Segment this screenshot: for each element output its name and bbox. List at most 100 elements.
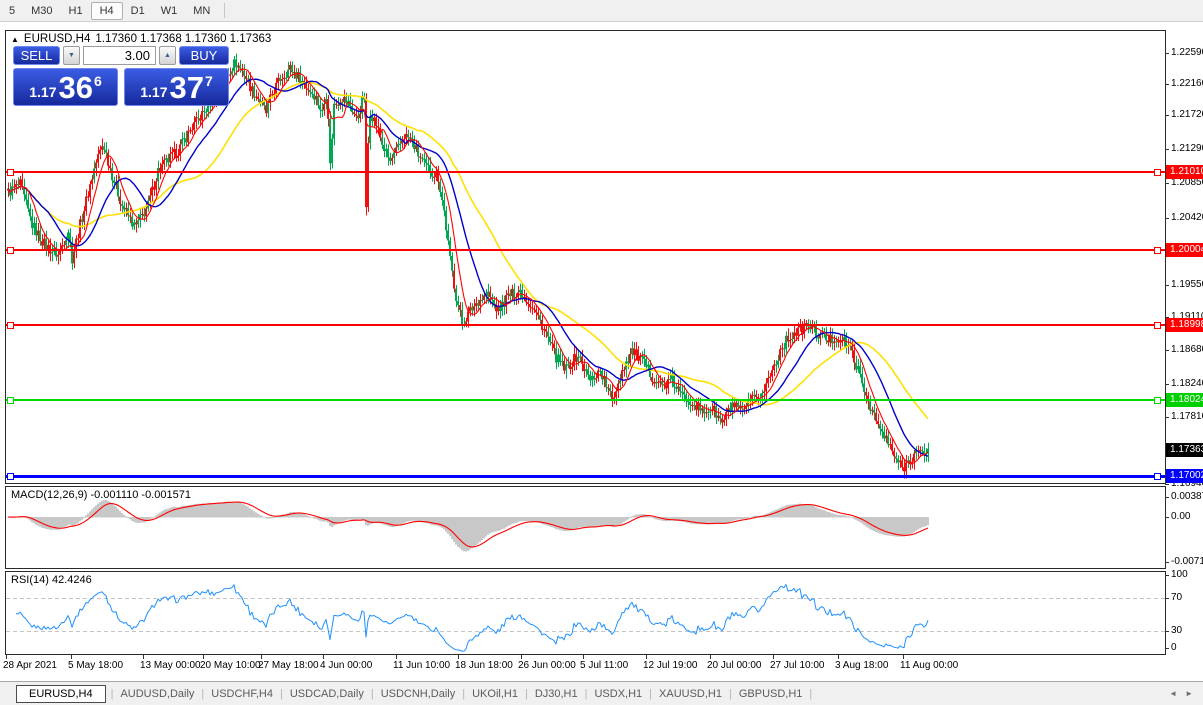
time-axis-label: 27 Jul 10:00	[770, 660, 825, 671]
buy-button[interactable]: BUY	[179, 46, 229, 65]
chart-tab-usdcnh-daily[interactable]: USDCNH,Daily	[380, 687, 456, 700]
chart-tab-usdcad-daily[interactable]: USDCAD,Daily	[289, 687, 364, 700]
buy-price-prefix: 1.17	[140, 84, 168, 100]
main-chart-panel: ▲ EURUSD,H4 1.17360 1.17368 1.17360 1.17…	[5, 30, 1166, 484]
scroll-left-icon[interactable]: ◄	[1169, 689, 1178, 698]
time-axis-tick	[710, 655, 711, 659]
axis-tick	[1165, 317, 1169, 318]
rsi-indicator-panel: RSI(14) 42.4246	[5, 571, 1166, 655]
price-level-badge: 1.18998	[1166, 318, 1203, 332]
chart-tab-usdchf-h4[interactable]: USDCHF,H4	[211, 687, 273, 700]
volume-decrease-button[interactable]: ▼	[63, 46, 80, 65]
volume-increase-button[interactable]: ▲	[159, 46, 176, 65]
chart-tab-gbpusd-h1[interactable]: GBPUSD,H1	[738, 687, 803, 700]
axis-tick	[1165, 218, 1169, 219]
price-level-badge: 1.17002	[1166, 469, 1203, 483]
buy-price-main: 37	[169, 70, 204, 106]
line-handle[interactable]	[7, 397, 14, 404]
horizontal-level-line[interactable]	[6, 324, 1165, 326]
sell-price-button[interactable]: 1.17 36 6	[13, 68, 118, 106]
collapse-arrow-icon[interactable]: ▲	[11, 35, 19, 44]
sell-price-prefix: 1.17	[29, 84, 57, 100]
chart-tab-dj30-h1[interactable]: DJ30,H1	[534, 687, 578, 700]
macd-canvas[interactable]	[6, 487, 1165, 568]
price-level-badge: 1.18024	[1166, 393, 1203, 407]
main-chart-canvas[interactable]	[6, 31, 1165, 483]
time-axis-label: 4 Jun 00:00	[320, 660, 373, 671]
price-axis-label: 1.20850	[1171, 177, 1203, 188]
axis-tick	[1165, 183, 1169, 184]
time-axis-label: 27 May 18:00	[258, 660, 319, 671]
horizontal-level-line[interactable]	[6, 249, 1165, 251]
horizontal-level-line[interactable]	[6, 475, 1165, 478]
price-axis-label: 0.00387	[1171, 491, 1203, 502]
time-axis-tick	[203, 655, 204, 659]
chart-tab-xauusd-h1[interactable]: XAUUSD,H1	[659, 687, 722, 700]
price-axis-label: 1.19550	[1171, 279, 1203, 290]
axis-tick	[1165, 53, 1169, 54]
line-handle[interactable]	[1154, 473, 1161, 480]
tab-separator: |	[584, 687, 588, 700]
axis-tick	[1165, 562, 1169, 563]
rsi-canvas[interactable]	[6, 572, 1165, 654]
axis-tick	[1165, 517, 1169, 518]
timeframe-toolbar: 5 M30 H1 H4 D1 W1 MN	[0, 0, 1203, 22]
sell-price-main: 36	[58, 70, 93, 106]
time-axis-label: 11 Jun 10:00	[393, 660, 451, 671]
horizontal-level-line[interactable]	[6, 171, 1165, 173]
time-axis-label: 18 Jun 18:00	[455, 660, 513, 671]
scroll-right-icon[interactable]: ►	[1185, 689, 1193, 698]
line-handle[interactable]	[1154, 322, 1161, 329]
tab-separator: |	[110, 687, 114, 700]
price-axis: 1.22590 1.22160 1.21720 1.21290 1.20850 1.204…	[1165, 0, 1203, 680]
line-handle[interactable]	[1154, 169, 1161, 176]
timeframe-button-d1[interactable]: D1	[130, 4, 145, 17]
time-axis-tick	[6, 655, 7, 659]
chart-tab-eurusd-h4[interactable]: EURUSD,H4	[16, 684, 106, 703]
timeframe-button-m30[interactable]: M30	[31, 4, 53, 17]
time-axis-tick	[773, 655, 774, 659]
price-axis-label: 1.21290	[1171, 143, 1203, 154]
price-axis-label: 1.21720	[1171, 109, 1203, 120]
time-axis-label: 12 Jul 19:00	[643, 660, 698, 671]
line-handle[interactable]	[7, 322, 14, 329]
tab-separator: |	[524, 687, 528, 700]
buy-price-button[interactable]: 1.17 37 7	[124, 68, 229, 106]
rsi-label: RSI(14) 42.4246	[11, 574, 92, 586]
chart-tab-ukoil-h1[interactable]: UKOil,H1	[472, 687, 518, 700]
line-handle[interactable]	[1154, 397, 1161, 404]
time-axis-tick	[903, 655, 904, 659]
chart-tab-bar: EURUSD,H4 | AUDUSD,Daily | USDCHF,H4 | USDCAD,…	[0, 681, 1203, 705]
time-axis-label: 5 Jul 11:00	[580, 660, 629, 671]
tab-scroll-controls: ◄ ►	[1169, 689, 1193, 698]
time-axis-label: 5 May 18:00	[68, 660, 124, 671]
sell-button[interactable]: SELL	[13, 46, 60, 65]
timeframe-button-w1[interactable]: W1	[160, 4, 178, 17]
line-handle[interactable]	[7, 473, 14, 480]
line-handle[interactable]	[7, 169, 14, 176]
horizontal-level-line[interactable]	[6, 399, 1165, 401]
time-axis-tick	[71, 655, 72, 659]
chart-ohlc-values: 1.17360 1.17368 1.17360 1.17363	[95, 33, 272, 45]
timeframe-button-h1[interactable]: H1	[68, 4, 83, 17]
time-axis-tick	[143, 655, 144, 659]
axis-tick	[1165, 648, 1169, 649]
line-handle[interactable]	[7, 247, 14, 254]
chart-tab-usdx-h1[interactable]: USDX,H1	[594, 687, 643, 700]
timeframe-button-5[interactable]: 5	[9, 4, 16, 17]
timeframe-button-h4[interactable]: H4	[90, 1, 123, 20]
chart-tab-audusd-daily[interactable]: AUDUSD,Daily	[120, 687, 195, 700]
axis-tick	[1165, 149, 1169, 150]
tab-separator: |	[280, 687, 283, 700]
price-axis-label: 1.20420	[1171, 212, 1203, 223]
price-axis-label: 30	[1171, 625, 1183, 636]
price-axis-label: 1.22160	[1171, 78, 1203, 89]
axis-tick	[1165, 384, 1169, 385]
price-axis-label: 100	[1171, 569, 1188, 580]
line-handle[interactable]	[1154, 247, 1161, 254]
tab-separator: |	[201, 687, 205, 700]
timeframe-button-mn[interactable]: MN	[193, 4, 211, 17]
volume-input[interactable]: 3.00	[83, 46, 156, 65]
